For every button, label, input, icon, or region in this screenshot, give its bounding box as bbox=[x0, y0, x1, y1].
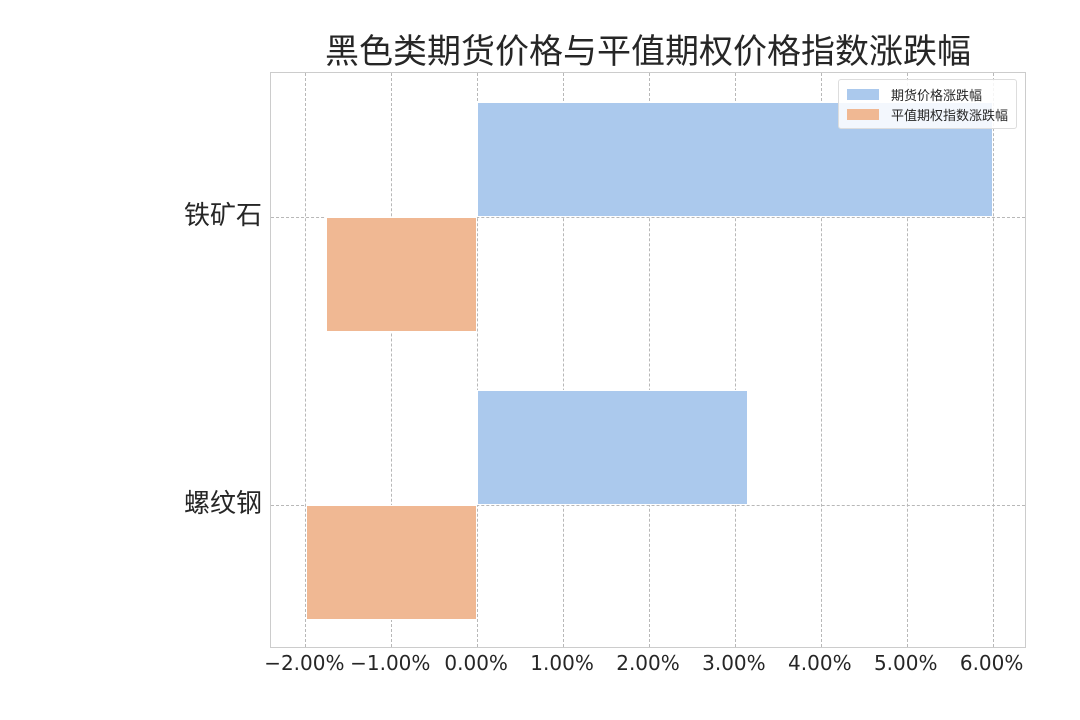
y-gridline bbox=[271, 505, 1025, 506]
legend-swatch-futures bbox=[846, 88, 879, 100]
x-gridline bbox=[649, 73, 650, 647]
bar-futures-1 bbox=[477, 389, 748, 505]
legend: 期货价格涨跌幅 平值期权指数涨跌幅 bbox=[837, 79, 1017, 129]
x-tick-label: 6.00% bbox=[959, 651, 1024, 675]
x-gridline bbox=[477, 73, 479, 647]
x-tick-label: −1.00% bbox=[350, 651, 431, 675]
x-tick-label: 0.00% bbox=[444, 651, 508, 675]
bar-options-0 bbox=[325, 217, 478, 333]
legend-label-options: 平值期权指数涨跌幅 bbox=[890, 108, 1008, 124]
x-tick-label: 1.00% bbox=[530, 651, 594, 675]
x-tick-label: 2.00% bbox=[616, 651, 680, 675]
x-gridline bbox=[906, 73, 908, 647]
y-gridline bbox=[271, 217, 1025, 218]
legend-item-options: 平值期权指数涨跌幅 bbox=[846, 104, 1008, 124]
x-gridline bbox=[992, 73, 994, 647]
legend-label-futures: 期货价格涨跌幅 bbox=[890, 88, 982, 104]
y-label-rebar: 螺纹钢 bbox=[183, 489, 262, 519]
x-gridline bbox=[305, 73, 307, 647]
x-tick-label: 5.00% bbox=[873, 651, 938, 675]
x-gridline bbox=[391, 73, 393, 647]
y-label-iron-ore: 铁矿石 bbox=[183, 201, 262, 231]
plot-area: 期货价格涨跌幅 平值期权指数涨跌幅 bbox=[270, 72, 1026, 648]
x-tick-label: −2.00% bbox=[264, 651, 345, 675]
x-tick-label: 4.00% bbox=[788, 651, 852, 675]
x-gridline bbox=[820, 73, 822, 647]
x-gridline bbox=[563, 73, 565, 647]
chart-title: 黑色类期货价格与平值期权价格指数涨跌幅 bbox=[325, 32, 971, 72]
bar-options-1 bbox=[306, 505, 478, 621]
legend-item-futures: 期货价格涨跌幅 bbox=[846, 84, 1008, 104]
legend-swatch-options bbox=[846, 108, 879, 120]
x-gridline bbox=[734, 73, 736, 647]
x-tick-label: 3.00% bbox=[702, 651, 766, 675]
